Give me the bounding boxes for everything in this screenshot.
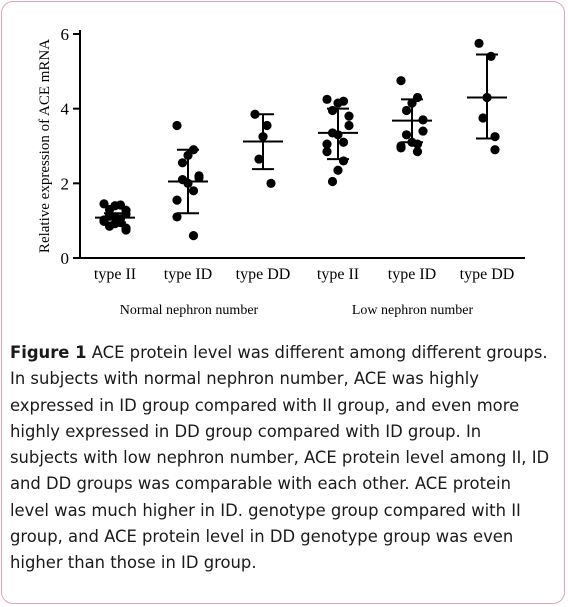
data-point [254, 154, 264, 164]
data-point [172, 195, 182, 205]
x-tick-label: type II [317, 266, 359, 283]
data-point [262, 120, 272, 131]
data-point [412, 147, 423, 157]
data-point [188, 186, 199, 196]
data-point [396, 143, 406, 153]
group-label: Normal nephron number [120, 303, 259, 318]
data-point [401, 130, 412, 140]
data-point [172, 212, 182, 222]
data-point [338, 156, 349, 166]
data-point [478, 113, 488, 123]
caption-label: Figure 1 [10, 343, 87, 362]
data-point [333, 98, 343, 108]
x-tick-label: type II [94, 266, 136, 283]
group-label: Low nephron number [352, 303, 474, 318]
data-point [344, 111, 354, 121]
data-point [188, 231, 199, 241]
data-point [344, 120, 354, 131]
data-point [194, 173, 204, 183]
y-tick-label: 2 [61, 174, 70, 193]
y-tick-label: 4 [61, 100, 70, 119]
data-point [490, 145, 500, 155]
x-tick-label: type ID [388, 266, 436, 283]
x-tick-label: type DD [236, 266, 291, 283]
data-point [474, 38, 484, 48]
data-point [418, 126, 428, 136]
data-point [266, 178, 276, 188]
y-tick-label: 0 [61, 249, 70, 268]
data-point [322, 147, 332, 157]
data-point [322, 94, 332, 104]
data-point [104, 204, 115, 215]
data-point [396, 76, 406, 86]
x-tick-label: type ID [164, 266, 212, 283]
y-axis-label: Relative expression of ACE mRNA [37, 39, 53, 253]
data-point [401, 105, 412, 116]
data-point [338, 137, 349, 147]
data-point [327, 105, 338, 116]
chart: 0 2 4 6 Relative expression of ACE mRNA type … [37, 25, 525, 318]
y-tick-label: 6 [61, 25, 70, 44]
data-point [490, 132, 500, 142]
data-point [121, 225, 131, 235]
data-point [177, 158, 188, 168]
x-tick-label: type DD [460, 266, 515, 283]
figure-caption: Figure 1 ACE protein level was different… [10, 340, 550, 577]
data-point [104, 221, 115, 231]
data-point [172, 120, 182, 131]
data-point [322, 139, 332, 149]
data-point [327, 176, 338, 187]
caption-text: ACE protein level was different among di… [10, 343, 550, 573]
data-point [333, 165, 343, 175]
